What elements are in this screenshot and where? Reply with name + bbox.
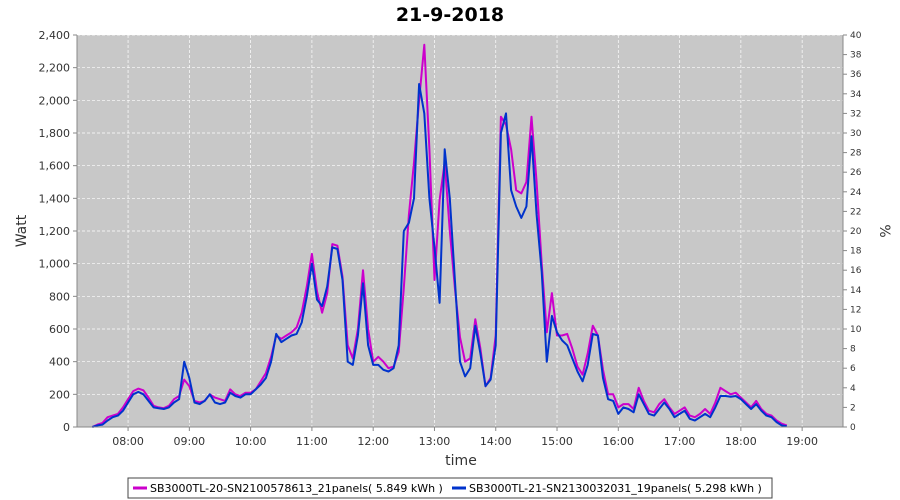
y-tick-label: 200 (49, 388, 70, 401)
y-tick-label: 1,000 (39, 258, 71, 271)
y-tick-label: 800 (49, 290, 70, 303)
y-tick-label: 600 (49, 323, 70, 336)
y-tick-label: 1,400 (39, 192, 71, 205)
y2-tick-label: 2 (850, 403, 856, 413)
y2-tick-label: 16 (850, 266, 862, 276)
y2-tick-label: 38 (850, 51, 862, 61)
x-axis-label: time (445, 453, 477, 469)
y2-tick-label: 8 (850, 345, 856, 355)
y2-tick-label: 24 (850, 188, 862, 198)
y2-tick-label: 40 (850, 31, 862, 41)
x-tick-label: 17:00 (664, 435, 696, 448)
x-tick-label: 16:00 (602, 435, 634, 448)
y2-tick-label: 10 (850, 325, 862, 335)
y2-tick-label: 14 (850, 286, 862, 296)
x-tick-label: 18:00 (725, 435, 757, 448)
y-tick-label: 2,400 (39, 29, 71, 42)
x-ticks: 08:00 09:00 10:00 11:00 12:00 13:00 14:00 15:00… (112, 427, 818, 448)
x-tick-label: 11:00 (296, 435, 328, 448)
y-tick-label: 2,000 (39, 94, 71, 107)
y2-tick-label: 18 (850, 247, 862, 257)
y2-tick-label: 22 (850, 207, 861, 217)
y-tick-label: 1,800 (39, 127, 71, 140)
x-tick-label: 09:00 (173, 435, 205, 448)
y2-tick-label: 20 (850, 227, 862, 237)
y2-tick-label: 4 (850, 384, 856, 394)
legend-entry: SB3000TL-21-SN2130032031_19panels( 5.298… (469, 482, 762, 495)
y2-tick-label: 28 (850, 149, 862, 159)
y-tick-label: 0 (63, 421, 70, 434)
x-tick-label: 15:00 (541, 435, 573, 448)
legend-entry: SB3000TL-20-SN2100578613_21panels( 5.849… (150, 482, 443, 495)
y-ticks: 0 200 400 600 800 1,000 1,200 1,400 1,600 1,800 2,… (39, 29, 77, 434)
y2-tick-label: 30 (850, 129, 862, 139)
y2-tick-label: 36 (850, 70, 862, 80)
x-tick-label: 13:00 (419, 435, 451, 448)
legend-box (127, 477, 773, 499)
x-tick-label: 10:00 (235, 435, 267, 448)
y2-axis-label: % (876, 224, 892, 237)
y-tick-label: 400 (49, 356, 70, 369)
y2-tick-label: 34 (850, 90, 862, 100)
series-line-2 (92, 83, 787, 428)
y2-tick-label: 26 (850, 168, 862, 178)
y2-tick-label: 6 (850, 364, 856, 374)
series-lines (91, 43, 788, 428)
y-tick-label: 2,200 (39, 62, 71, 75)
chart-title: 21-9-2018 (396, 4, 504, 26)
x-tick-label: 12:00 (357, 435, 389, 448)
y2-tick-label: 32 (850, 109, 861, 119)
y2-tick-label: 0 (850, 423, 856, 433)
y-tick-label: 1,600 (39, 160, 71, 173)
y2-tick-label: 12 (850, 305, 861, 315)
x-tick-label: 08:00 (112, 435, 144, 448)
y-tick-label: 1,200 (39, 225, 71, 238)
legend: SB3000TL-20-SN2100578613_21panels( 5.849… (127, 477, 773, 499)
x-tick-label: 14:00 (480, 435, 512, 448)
y-axis-label: Watt (14, 214, 30, 247)
x-tick-label: 19:00 (786, 435, 818, 448)
